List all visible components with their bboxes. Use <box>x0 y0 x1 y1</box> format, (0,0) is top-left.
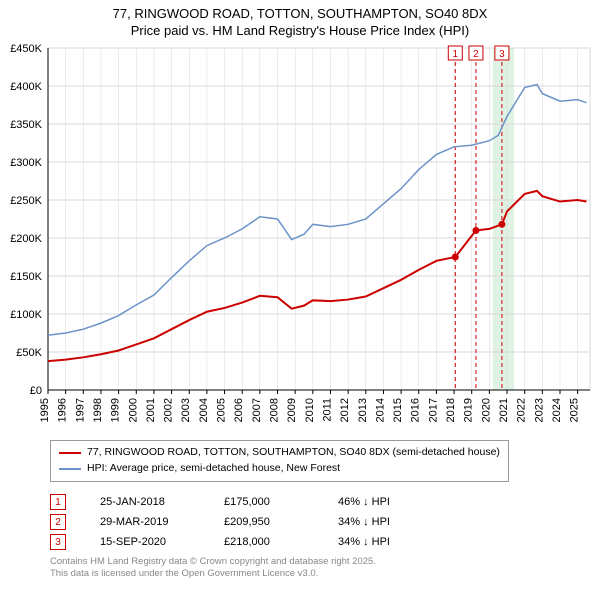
footnote-line2: This data is licensed under the Open Gov… <box>50 568 376 580</box>
svg-text:2001: 2001 <box>145 398 157 422</box>
transaction-price: £218,000 <box>224 536 304 548</box>
svg-text:2006: 2006 <box>233 398 245 422</box>
svg-text:2017: 2017 <box>427 398 439 422</box>
svg-text:2011: 2011 <box>321 398 333 422</box>
transactions-table: 1 25-JAN-2018 £175,000 46% ↓ HPI 2 29-MA… <box>50 492 438 552</box>
legend-label: 77, RINGWOOD ROAD, TOTTON, SOUTHAMPTON, … <box>87 445 500 461</box>
transaction-marker: 1 <box>50 494 66 510</box>
transaction-date: 15-SEP-2020 <box>100 536 190 548</box>
transaction-price: £209,950 <box>224 516 304 528</box>
transaction-price: £175,000 <box>224 496 304 508</box>
legend-item-property: 77, RINGWOOD ROAD, TOTTON, SOUTHAMPTON, … <box>59 445 500 461</box>
svg-text:2008: 2008 <box>269 398 281 422</box>
svg-text:1998: 1998 <box>92 398 104 422</box>
svg-text:2014: 2014 <box>374 398 386 422</box>
svg-text:2024: 2024 <box>551 398 563 422</box>
svg-text:2003: 2003 <box>180 398 192 422</box>
legend-item-hpi: HPI: Average price, semi-detached house,… <box>59 461 500 477</box>
transaction-date: 25-JAN-2018 <box>100 496 190 508</box>
title-line1: 77, RINGWOOD ROAD, TOTTON, SOUTHAMPTON, … <box>0 6 600 23</box>
svg-text:£50K: £50K <box>16 347 42 359</box>
svg-text:2002: 2002 <box>163 398 175 422</box>
svg-text:£300K: £300K <box>10 157 42 169</box>
svg-text:£400K: £400K <box>10 81 42 93</box>
transaction-row: 2 29-MAR-2019 £209,950 34% ↓ HPI <box>50 512 438 532</box>
svg-text:2000: 2000 <box>127 398 139 422</box>
svg-text:1: 1 <box>453 49 459 60</box>
svg-text:£150K: £150K <box>10 271 42 283</box>
copyright-footnote: Contains HM Land Registry data © Crown c… <box>50 556 376 580</box>
svg-text:2023: 2023 <box>533 398 545 422</box>
svg-text:2020: 2020 <box>480 398 492 422</box>
svg-text:2021: 2021 <box>498 398 510 422</box>
legend: 77, RINGWOOD ROAD, TOTTON, SOUTHAMPTON, … <box>50 440 509 482</box>
svg-text:2004: 2004 <box>198 398 210 422</box>
svg-text:£0: £0 <box>30 385 42 397</box>
footnote-line1: Contains HM Land Registry data © Crown c… <box>50 556 376 568</box>
transaction-row: 1 25-JAN-2018 £175,000 46% ↓ HPI <box>50 492 438 512</box>
svg-text:1997: 1997 <box>74 398 86 422</box>
price-chart: £0 £50K £100K £150K £200K £250K £300K £350K £400… <box>0 40 600 440</box>
svg-text:1995: 1995 <box>39 398 51 422</box>
svg-text:3: 3 <box>499 49 505 60</box>
legend-label: HPI: Average price, semi-detached house,… <box>87 461 340 477</box>
svg-text:£200K: £200K <box>10 233 42 245</box>
svg-text:£250K: £250K <box>10 195 42 207</box>
svg-text:2015: 2015 <box>392 398 404 422</box>
svg-text:2012: 2012 <box>339 398 351 422</box>
svg-text:£100K: £100K <box>10 309 42 321</box>
svg-text:£350K: £350K <box>10 119 42 131</box>
svg-text:2018: 2018 <box>445 398 457 422</box>
svg-text:2005: 2005 <box>216 398 228 422</box>
transaction-row: 3 15-SEP-2020 £218,000 34% ↓ HPI <box>50 532 438 552</box>
svg-text:2016: 2016 <box>410 398 422 422</box>
svg-text:1999: 1999 <box>110 398 122 422</box>
legend-swatch <box>59 452 81 454</box>
svg-text:2025: 2025 <box>569 398 581 422</box>
transaction-delta: 46% ↓ HPI <box>338 496 438 508</box>
svg-text:2010: 2010 <box>304 398 316 422</box>
svg-text:2: 2 <box>473 49 479 60</box>
svg-text:2009: 2009 <box>286 398 298 422</box>
svg-text:2022: 2022 <box>516 398 528 422</box>
chart-title: 77, RINGWOOD ROAD, TOTTON, SOUTHAMPTON, … <box>0 0 600 40</box>
transaction-marker: 2 <box>50 514 66 530</box>
svg-text:£450K: £450K <box>10 43 42 55</box>
title-line2: Price paid vs. HM Land Registry's House … <box>0 23 600 40</box>
legend-swatch <box>59 468 81 470</box>
svg-text:2013: 2013 <box>357 398 369 422</box>
transaction-marker: 3 <box>50 534 66 550</box>
svg-text:2019: 2019 <box>463 398 475 422</box>
transaction-delta: 34% ↓ HPI <box>338 536 438 548</box>
chart-container: 77, RINGWOOD ROAD, TOTTON, SOUTHAMPTON, … <box>0 0 600 590</box>
transaction-date: 29-MAR-2019 <box>100 516 190 528</box>
svg-text:1996: 1996 <box>57 398 69 422</box>
transaction-delta: 34% ↓ HPI <box>338 516 438 528</box>
svg-text:2007: 2007 <box>251 398 263 422</box>
